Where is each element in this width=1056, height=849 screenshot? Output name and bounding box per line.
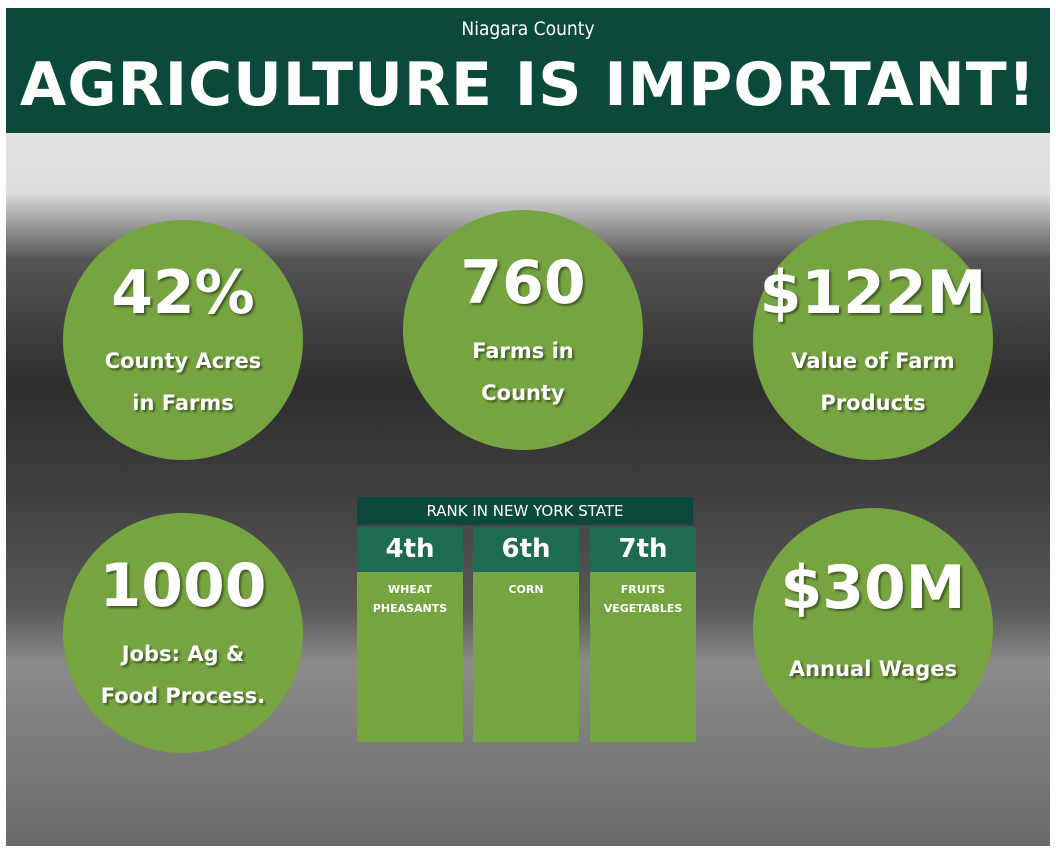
stat-value: $30M [780,553,966,623]
rank-value: 6th [473,527,579,572]
stat-circle: 42% County Acres in Farms [63,220,303,460]
stat-label: Value of Farm [791,349,955,373]
stat-circle: 1000 Jobs: Ag & Food Process. [63,513,303,753]
header: Niagara County AGRICULTURE IS IMPORTANT! [6,8,1050,133]
stat-label: Annual Wages [788,657,958,681]
stat-value: 42% [111,258,255,328]
rank-value: 4th [357,527,463,572]
rank-items: CORN [473,572,579,599]
stat-label: Food Process. [100,684,266,708]
stat-label: Jobs: Ag & [121,642,245,666]
rank-item: FRUITS [620,583,666,596]
stat-value: 1000 [99,551,267,621]
stat-label: in Farms [132,391,234,415]
rank-column: 6th CORN [473,527,579,742]
stat-value: 760 [460,248,586,318]
rank-column: 7th FRUITS VEGETABLES [590,527,696,742]
stat-circle: $122M Value of Farm Products [753,220,993,460]
subtitle: Niagara County [461,18,595,40]
rank-item: PHEASANTS [372,602,448,615]
stat-circle: $30M Annual Wages [753,508,993,748]
rank-items: FRUITS VEGETABLES [590,572,696,618]
rank-item: CORN [508,583,544,596]
stat-circle: 760 Farms in County [403,210,643,450]
rank-column: 4th WHEAT PHEASANTS [357,527,463,742]
rank-item: VEGETABLES [603,602,683,615]
stat-label: Products [820,391,926,415]
stat-label: County Acres [104,349,262,373]
rank-value: 7th [590,527,696,572]
stat-label: Farms in [472,339,574,363]
rank-title: RANK IN NEW YORK STATE [357,497,693,525]
rank-item: WHEAT [387,583,433,596]
poster: Niagara County AGRICULTURE IS IMPORTANT!… [6,8,1050,846]
rank-items: WHEAT PHEASANTS [357,572,463,618]
title: AGRICULTURE IS IMPORTANT! [19,50,1037,120]
stat-label: County [481,381,565,405]
stat-value: $122M [759,258,987,328]
